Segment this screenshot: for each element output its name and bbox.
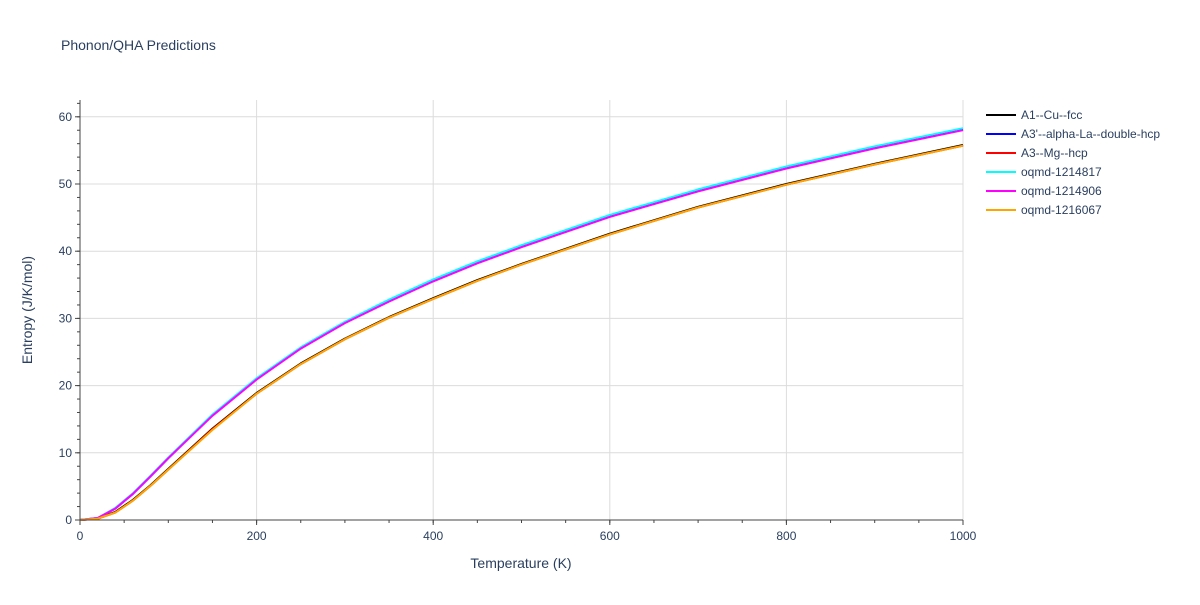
- series-lines: [79, 127, 964, 521]
- axes: 0 200 400 600 800 1000 0 10 20 30 40 50 60: [59, 100, 977, 543]
- y-tick-label: 30: [59, 311, 73, 325]
- legend-item[interactable]: oqmd-1216067: [986, 203, 1102, 217]
- legend-label: A3--Mg--hcp: [1021, 146, 1088, 160]
- x-tick-label: 200: [247, 529, 267, 543]
- y-tick-label: 60: [59, 110, 73, 124]
- y-tick-label: 50: [59, 177, 73, 191]
- legend-item[interactable]: A1--Cu--fcc: [986, 108, 1082, 122]
- series-line[interactable]: [79, 129, 964, 521]
- y-tick-label: 20: [59, 379, 73, 393]
- gridlines: [79, 100, 964, 521]
- legend[interactable]: A1--Cu--fcc A3'--alpha-La--double-hcp A3--…: [986, 108, 1160, 217]
- legend-item[interactable]: oqmd-1214817: [986, 165, 1102, 179]
- y-axis-title: Entropy (J/K/mol): [19, 256, 35, 364]
- legend-label: oqmd-1214906: [1021, 184, 1102, 198]
- y-tick-label: 0: [65, 513, 72, 527]
- legend-label: A1--Cu--fcc: [1021, 108, 1082, 122]
- x-tick-label: 1000: [950, 529, 977, 543]
- x-tick-label: 800: [776, 529, 796, 543]
- x-axis-title: Temperature (K): [470, 555, 571, 571]
- x-tick-label: 400: [423, 529, 443, 543]
- legend-label: oqmd-1216067: [1021, 203, 1102, 217]
- legend-label: oqmd-1214817: [1021, 165, 1102, 179]
- legend-item[interactable]: A3'--alpha-La--double-hcp: [986, 127, 1160, 141]
- legend-item[interactable]: oqmd-1214906: [986, 184, 1102, 198]
- legend-label: A3'--alpha-La--double-hcp: [1021, 127, 1160, 141]
- x-tick-label: 0: [77, 529, 84, 543]
- y-tick-label: 40: [59, 244, 73, 258]
- chart-title: Phonon/QHA Predictions: [61, 37, 216, 53]
- y-tick-label: 10: [59, 446, 73, 460]
- legend-item[interactable]: A3--Mg--hcp: [986, 146, 1088, 160]
- x-tick-label: 600: [600, 529, 620, 543]
- series-line[interactable]: [79, 144, 964, 521]
